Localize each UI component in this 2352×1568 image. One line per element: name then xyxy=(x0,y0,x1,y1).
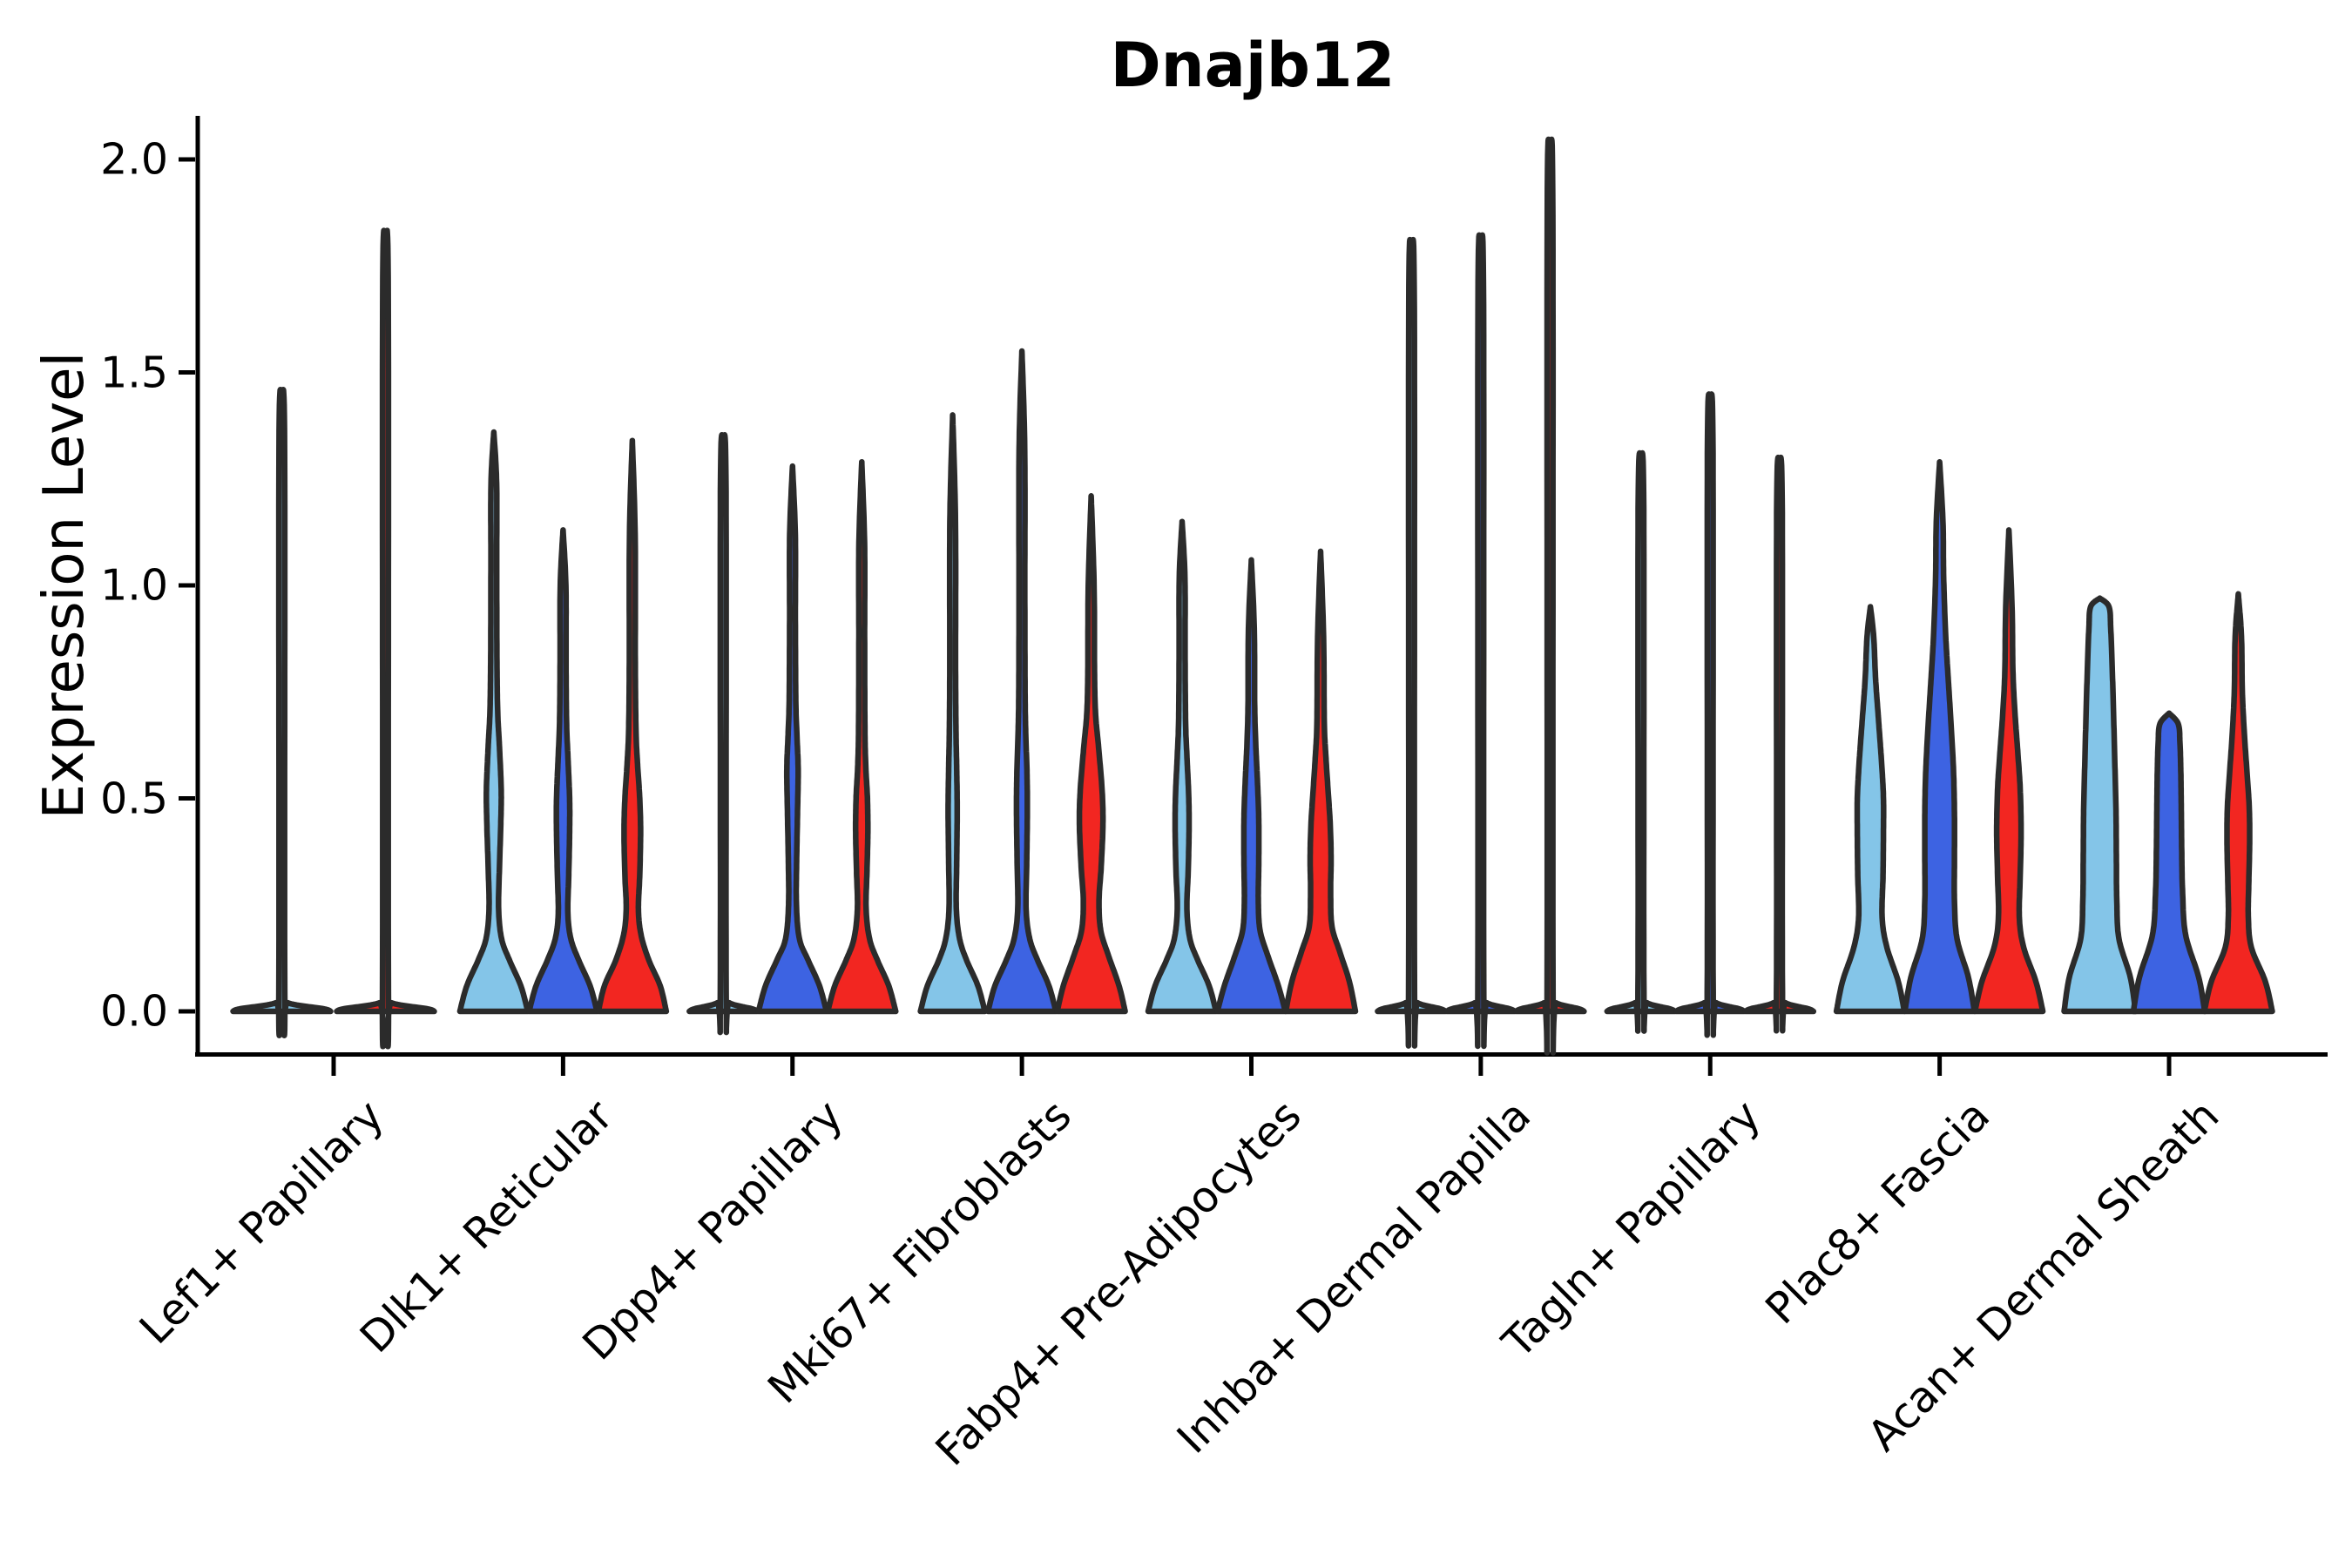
violin-2-lightblue xyxy=(456,429,531,1015)
violin-1-lightblue xyxy=(230,386,334,1038)
violin-1-red xyxy=(334,227,437,1050)
violin-8-darkblue xyxy=(1902,458,1977,1015)
y-axis-title: Expression Level xyxy=(32,351,97,820)
violin-8-lightblue xyxy=(1833,604,1908,1015)
y-tick-label: 1.5 xyxy=(100,348,168,397)
violin-7-darkblue xyxy=(1673,391,1747,1038)
y-tick-label: 0.0 xyxy=(100,986,168,1037)
violin-4-darkblue xyxy=(984,348,1059,1015)
violin-6-lightblue xyxy=(1375,236,1449,1049)
violin-3-lightblue xyxy=(686,431,760,1036)
violin-5-darkblue xyxy=(1214,557,1288,1015)
violin-6-darkblue xyxy=(1443,232,1518,1050)
violin-2-red xyxy=(595,437,670,1015)
y-tick-label: 0.5 xyxy=(100,774,168,823)
violin-7-red xyxy=(1742,454,1817,1034)
y-tick-label: 2.0 xyxy=(100,134,168,185)
violin-7-lightblue xyxy=(1604,449,1679,1034)
violin-5-red xyxy=(1282,548,1359,1015)
violin-6-red xyxy=(1513,136,1587,1056)
violin-2-darkblue xyxy=(526,527,600,1015)
violin-3-darkblue xyxy=(755,463,830,1015)
violin-4-red xyxy=(1054,493,1128,1015)
violin-5-lightblue xyxy=(1145,518,1220,1015)
violin-9-darkblue xyxy=(2130,710,2208,1015)
violin-3-red xyxy=(825,458,899,1015)
violin-8-red xyxy=(1971,527,2046,1015)
violin-9-lightblue xyxy=(2061,595,2139,1015)
y-tick-label: 1.0 xyxy=(100,560,168,611)
violin-9-red xyxy=(2201,591,2275,1015)
chart-title: Dnajb12 xyxy=(1110,30,1396,101)
violin-4-lightblue xyxy=(917,412,988,1015)
